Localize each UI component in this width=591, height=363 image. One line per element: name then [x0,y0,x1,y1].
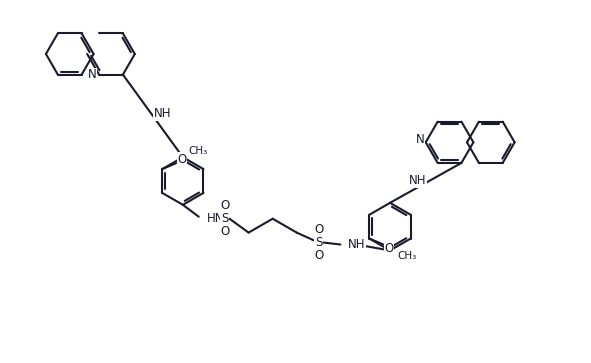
Text: S: S [315,236,322,249]
Text: O: O [177,153,187,166]
Text: O: O [314,249,323,262]
Text: N: N [87,68,96,81]
Text: S: S [221,212,228,225]
Text: NH: NH [154,107,171,121]
Text: N: N [415,133,424,146]
Text: CH₃: CH₃ [189,146,207,156]
Text: NH: NH [348,238,366,251]
Text: CH₃: CH₃ [398,252,417,261]
Text: HN: HN [207,212,224,225]
Text: O: O [220,199,229,212]
Text: O: O [385,242,394,255]
Text: O: O [314,223,323,236]
Text: NH: NH [409,174,427,187]
Text: O: O [220,225,229,238]
